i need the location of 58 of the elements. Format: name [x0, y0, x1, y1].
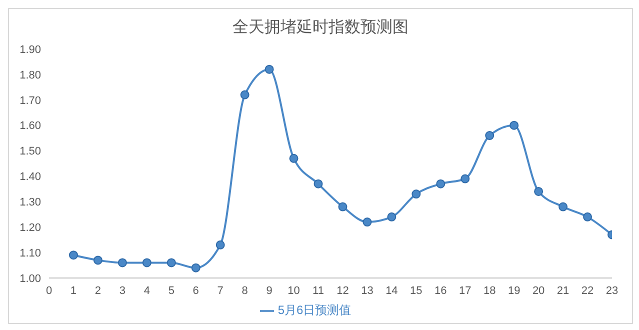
- point: [338, 202, 348, 212]
- point: [166, 258, 176, 268]
- point: [216, 240, 225, 250]
- x-tick-label: 14: [386, 284, 398, 297]
- point: [93, 256, 102, 265]
- x-tick-label: 21: [556, 284, 570, 297]
- point: [68, 250, 78, 260]
- x-tick-label: 3: [119, 284, 126, 297]
- y-tick-label: 1.00: [20, 272, 41, 285]
- y-tick-label: 1.60: [20, 120, 41, 132]
- x-tick-label: 0: [46, 284, 52, 297]
- y-tick-label: 1.20: [20, 222, 41, 234]
- y-tick-label: 1.90: [20, 44, 41, 56]
- point: [240, 90, 250, 100]
- x-tick-label: 7: [217, 284, 224, 297]
- point: [534, 186, 544, 196]
- x-tick-label: 20: [532, 284, 545, 297]
- x-tick-label: 13: [361, 284, 374, 297]
- x-tick-label: 11: [312, 284, 324, 297]
- y-tick-label: 1.30: [20, 196, 41, 209]
- x-tick-label: 1: [70, 284, 77, 297]
- x-tick-label: 12: [336, 284, 349, 297]
- legend-label: 5月6日预测值: [278, 303, 352, 317]
- x-tick-label: 6: [192, 284, 199, 297]
- y-tick-label: 1.50: [20, 146, 41, 158]
- point: [558, 202, 568, 212]
- point: [314, 179, 323, 188]
- x-tick-label: 9: [266, 284, 272, 297]
- point: [436, 179, 446, 188]
- point: [412, 190, 421, 199]
- point: [387, 212, 396, 222]
- point: [460, 174, 470, 184]
- x-tick-label: 23: [606, 284, 618, 297]
- x-tick-label: 15: [410, 284, 422, 297]
- x-tick-label: 4: [144, 284, 150, 297]
- x-tick-label: 16: [434, 284, 447, 297]
- point: [583, 212, 592, 222]
- x-tick-label: 18: [483, 284, 496, 297]
- point: [264, 64, 274, 74]
- y-tick-label: 1.70: [20, 94, 41, 107]
- y-tick-label: 1.40: [20, 171, 41, 184]
- x-tick-label: 19: [508, 284, 520, 297]
- x-tick-label: 17: [459, 284, 472, 297]
- point: [142, 258, 152, 268]
- y-tick-label: 1.80: [20, 69, 41, 82]
- x-tick-label: 22: [581, 284, 594, 297]
- x-tick-label: 10: [288, 284, 300, 297]
- x-tick-label: 5: [168, 284, 174, 297]
- y-tick-label: 1.10: [20, 247, 41, 260]
- point: [362, 218, 372, 227]
- x-tick-label: 8: [242, 284, 248, 297]
- point: [191, 263, 200, 272]
- point: [289, 154, 298, 163]
- point: [510, 120, 519, 130]
- point: [118, 258, 127, 268]
- point: [485, 131, 494, 140]
- x-tick-label: 2: [94, 284, 102, 297]
- chart-title: 全天拥堵延时指数预测图: [232, 18, 410, 38]
